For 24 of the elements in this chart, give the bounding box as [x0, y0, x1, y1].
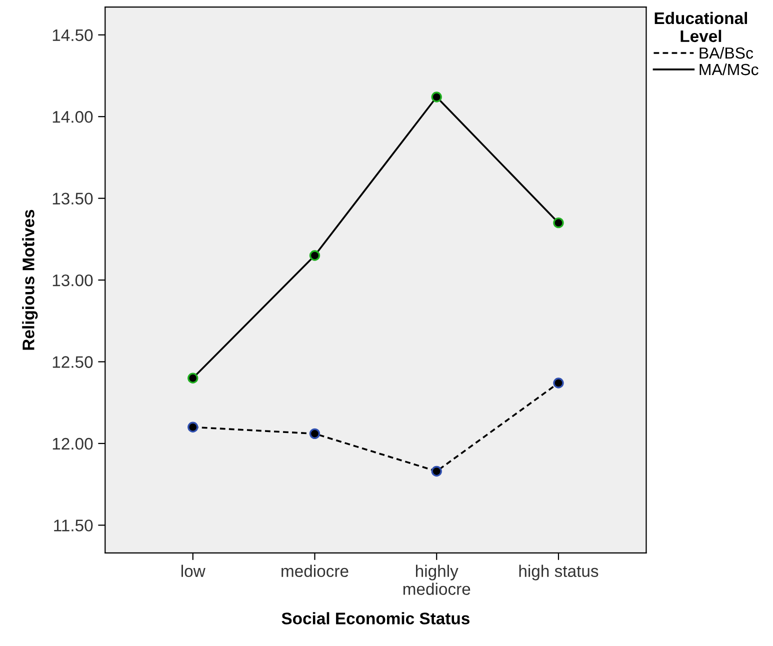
point — [188, 372, 198, 384]
x-tick-label: low — [181, 564, 206, 578]
x-tick-label: mediocre — [282, 564, 348, 578]
y-tick-label: 14.00 — [52, 111, 93, 123]
legend-label: BA/BSc — [700, 46, 754, 59]
y-axis-title: Religious Motives — [22, 210, 38, 350]
y-tick-label: 12.50 — [52, 356, 93, 368]
point — [309, 250, 320, 261]
point — [188, 422, 198, 432]
x-tick-label: high status — [519, 564, 598, 580]
y-tick-label: 12.00 — [52, 438, 93, 450]
point — [553, 217, 564, 228]
x-tick-label: highly mediocre — [403, 564, 470, 595]
point — [553, 378, 564, 388]
legend-title: Educational Level — [654, 12, 748, 42]
y-tick-label: 13.00 — [52, 274, 93, 286]
y-tick-label: 13.50 — [52, 192, 93, 205]
y-tick-label: 11.50 — [54, 520, 93, 532]
legend-label: MA/MSc — [700, 63, 758, 76]
x-axis-title: Social Economic Status — [282, 612, 470, 624]
point — [431, 466, 442, 477]
point — [431, 92, 442, 102]
point — [309, 428, 320, 440]
y-tick-label: 14.50 — [52, 29, 93, 42]
